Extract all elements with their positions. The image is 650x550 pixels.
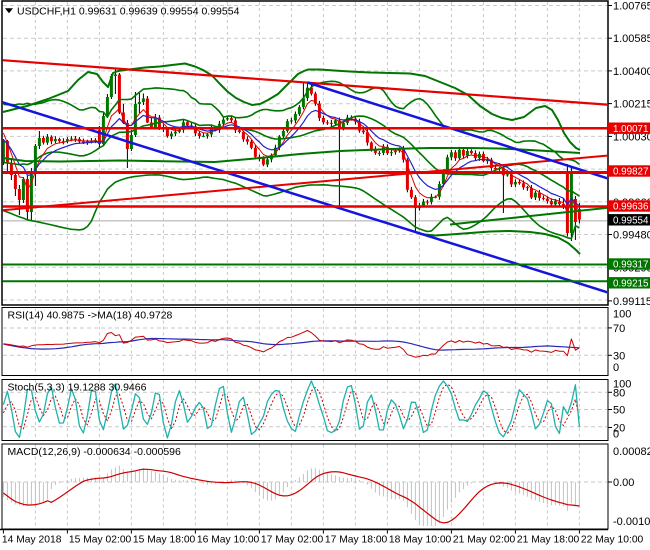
svg-text:Stoch(5,3,3) 19.1288 30.9466: Stoch(5,3,3) 19.1288 30.9466	[8, 382, 147, 394]
svg-text:17 May 18:00: 17 May 18:00	[325, 535, 388, 546]
svg-text:21 May 02:00: 21 May 02:00	[453, 535, 516, 546]
svg-text:0: 0	[613, 362, 619, 374]
svg-text:50: 50	[613, 405, 625, 417]
svg-text:0.000828: 0.000828	[613, 446, 650, 458]
svg-text:100: 100	[613, 309, 631, 321]
svg-text:RSI(14) 40.9875 ->MA(18) 40.9: RSI(14) 40.9875 ->MA(18) 40.9728	[8, 310, 173, 322]
svg-text:70: 70	[613, 323, 625, 335]
svg-text:0.99480: 0.99480	[613, 230, 650, 242]
svg-text:-0.001003: -0.001003	[613, 516, 650, 528]
svg-text:15 May 18:00: 15 May 18:00	[133, 535, 196, 546]
svg-text:20: 20	[613, 423, 625, 435]
svg-text:17 May 02:00: 17 May 02:00	[261, 535, 324, 546]
svg-text:0: 0	[613, 429, 619, 441]
svg-text:1.00215: 1.00215	[613, 99, 650, 111]
svg-text:15 May 02:00: 15 May 02:00	[69, 535, 132, 546]
svg-text:0.99554: 0.99554	[613, 216, 649, 227]
svg-text:16 May 10:00: 16 May 10:00	[197, 535, 260, 546]
svg-text:14 May 2018: 14 May 2018	[2, 535, 62, 546]
svg-text:0.99115: 0.99115	[613, 296, 650, 308]
svg-text:1.00765: 1.00765	[613, 1, 650, 13]
svg-text:0.99317: 0.99317	[613, 260, 648, 271]
svg-text:0.99827: 0.99827	[613, 167, 648, 178]
svg-text:MACD(12,26,9) -0.000634 -0.000: MACD(12,26,9) -0.000634 -0.000596	[8, 446, 182, 458]
svg-text:100: 100	[613, 379, 631, 391]
svg-text:18 May 10:00: 18 May 10:00	[389, 535, 452, 546]
svg-text:1.00030: 1.00030	[613, 131, 650, 143]
svg-text:0.00: 0.00	[613, 477, 634, 489]
svg-text:1.00071: 1.00071	[613, 124, 648, 135]
svg-text:30: 30	[613, 350, 625, 362]
svg-text:USDCHF,H1 0.99631 0.99639 0.9: USDCHF,H1 0.99631 0.99639 0.99554 0.9955…	[17, 6, 240, 18]
svg-text:80: 80	[613, 387, 625, 399]
svg-text:21 May 18:00: 21 May 18:00	[517, 535, 580, 546]
svg-text:0.99636: 0.99636	[613, 202, 649, 213]
svg-text:1.00400: 1.00400	[613, 66, 650, 78]
svg-text:22 May 10:00: 22 May 10:00	[581, 535, 644, 546]
svg-text:1.00585: 1.00585	[613, 33, 650, 45]
svg-text:0.99215: 0.99215	[613, 279, 649, 290]
